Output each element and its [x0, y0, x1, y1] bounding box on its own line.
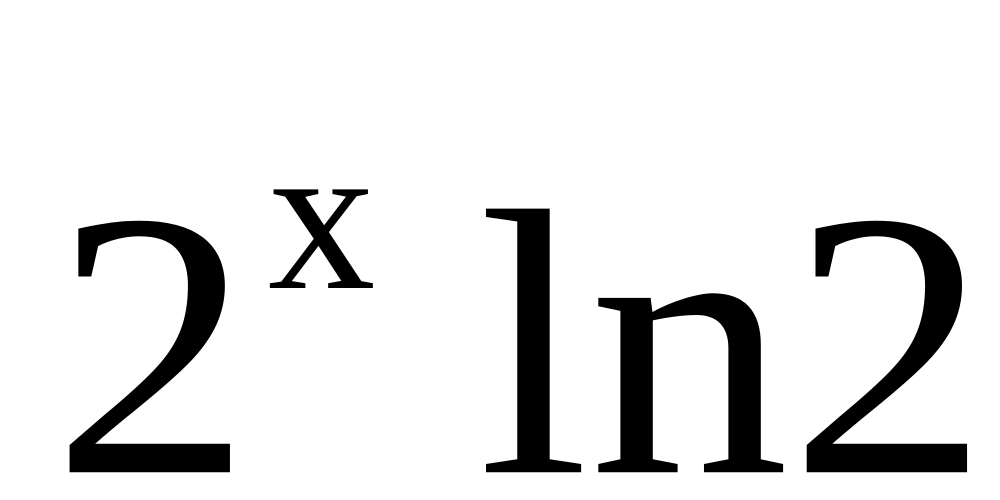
formula-exponent: x	[268, 96, 376, 335]
formula-base: 2	[52, 134, 252, 500]
formula-log-term: ln2	[478, 134, 990, 500]
